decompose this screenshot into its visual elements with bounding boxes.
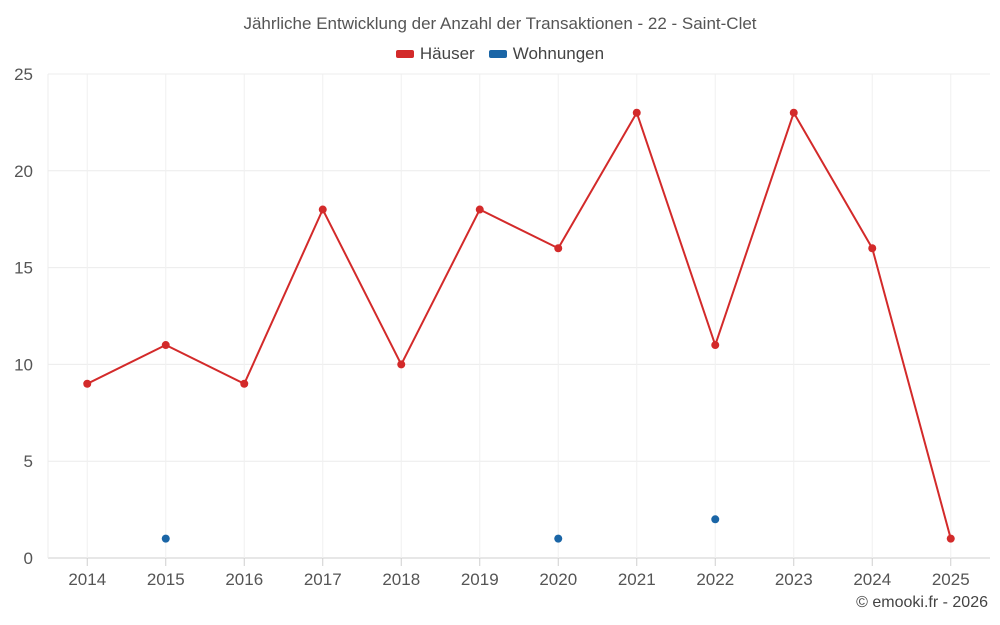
data-point-haeuser (789, 108, 798, 117)
data-point-haeuser (632, 108, 641, 117)
y-tick-label: 20 (14, 162, 33, 181)
x-tick-label: 2015 (147, 570, 185, 589)
data-point-haeuser (475, 205, 484, 214)
data-point-haeuser (554, 244, 563, 253)
x-tick-label: 2021 (618, 570, 656, 589)
y-tick-label: 25 (14, 65, 33, 84)
data-point-haeuser (83, 379, 92, 388)
chart-title: Jährliche Entwicklung der Anzahl der Tra… (243, 14, 757, 33)
data-point-haeuser (946, 534, 955, 543)
legend-label-haeuser: Häuser (419, 44, 475, 63)
legend-swatch-wohnungen (488, 50, 507, 58)
y-tick-label: 15 (14, 259, 33, 278)
x-tick-label: 2017 (304, 570, 342, 589)
data-point-wohnungen (711, 515, 720, 524)
legend-swatch-haeuser (395, 50, 414, 58)
y-tick-label: 10 (14, 355, 33, 374)
data-point-haeuser (240, 379, 249, 388)
x-tick-label: 2024 (853, 570, 891, 589)
y-tick-label: 0 (24, 549, 33, 568)
data-point-haeuser (868, 244, 877, 253)
x-tick-label: 2019 (461, 570, 499, 589)
series-line-haeuser (86, 111, 952, 539)
y-tick-label: 5 (24, 452, 33, 471)
legend-label-wohnungen: Wohnungen (512, 44, 605, 63)
legend: Häuser Wohnungen (0, 44, 1000, 64)
x-tick-label: 2023 (775, 570, 813, 589)
x-tick-label: 2022 (696, 570, 734, 589)
legend-item-haeuser[interactable]: Häuser (395, 44, 475, 64)
data-point-wohnungen (161, 534, 170, 543)
data-point-haeuser (161, 341, 170, 350)
data-point-haeuser (711, 341, 720, 350)
x-tick-label: 2018 (382, 570, 420, 589)
x-tick-label: 2020 (539, 570, 577, 589)
data-point-haeuser (318, 205, 327, 214)
legend-item-wohnungen[interactable]: Wohnungen (488, 44, 605, 64)
x-tick-label: 2016 (225, 570, 263, 589)
x-tick-label: 2014 (68, 570, 106, 589)
data-point-haeuser (397, 360, 406, 369)
copyright-credit: © emooki.fr - 2026 (856, 594, 988, 611)
x-tick-label: 2025 (932, 570, 970, 589)
data-point-wohnungen (554, 534, 563, 543)
